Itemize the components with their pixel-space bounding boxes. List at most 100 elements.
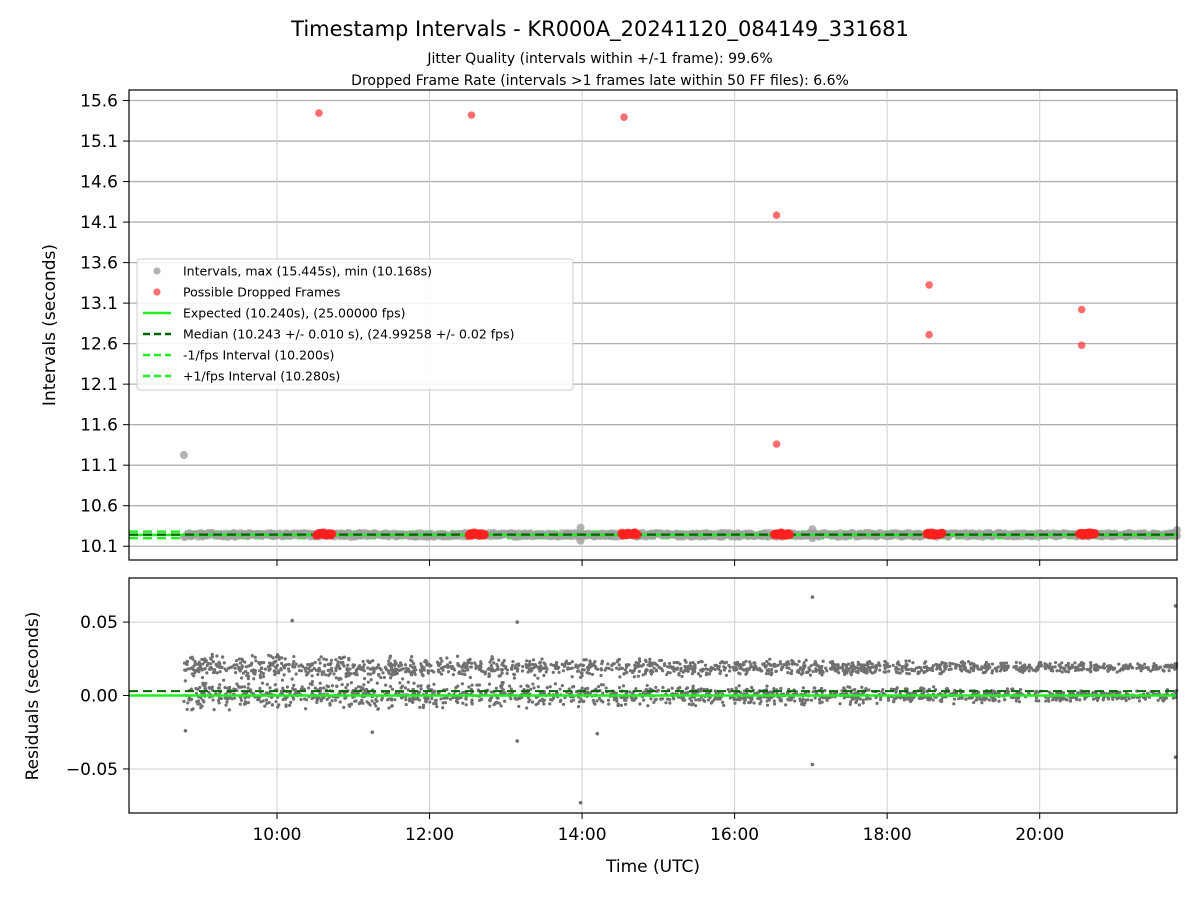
residual-point [795,663,799,667]
residual-point [593,702,597,706]
residual-point [1057,696,1061,700]
residual-point [1156,698,1160,702]
residual-point [451,673,455,677]
residual-point [283,657,287,661]
residual-point [803,701,807,705]
residual-point [473,661,477,665]
residual-point [896,671,900,675]
residual-point [224,703,228,707]
residual-point [419,684,423,688]
residual-point [267,700,271,705]
residual-point [349,681,353,685]
residual-point [259,666,263,670]
residual-point [211,698,215,702]
residual-point [883,670,888,674]
residual-point [1043,666,1048,671]
residual-point [849,664,853,668]
residual-point [570,666,574,670]
residual-point [448,665,452,669]
residual-point [497,701,501,705]
residual-point [477,667,482,671]
residual-point [834,668,839,672]
residual-point [542,661,546,665]
residual-point [332,672,336,676]
residual-point [340,683,344,687]
residual-point [446,663,450,667]
residual-point [253,655,257,659]
residual-point [330,684,334,688]
residual-point [346,683,350,687]
residual-point [789,671,793,676]
residual-point [1060,695,1064,700]
residual-point [1162,669,1166,673]
residual-point [333,698,338,702]
residual-point [1064,698,1068,702]
residual-point [377,672,381,677]
residual-point [699,687,703,691]
residual-point [765,684,769,688]
residual-point [1037,699,1041,703]
residual-point [479,662,483,666]
residual-point [1078,698,1082,702]
residual-point [856,669,860,674]
residual-point [580,686,584,690]
residual-point [816,668,821,672]
residual-point [576,705,581,709]
residual-point [903,687,907,691]
residual-point [1050,665,1055,669]
residual-point [1027,669,1031,673]
residual-point [617,667,621,671]
residual-point [238,661,242,665]
residual-point [744,659,748,664]
residual-point [182,661,187,665]
residual-point [854,700,858,705]
residual-point [648,657,652,661]
dropped-frame-point [785,530,795,540]
residual-point [469,665,473,669]
residual-point [829,691,833,696]
residual-point [215,664,220,668]
residual-point [490,669,495,673]
residual-point [801,671,805,675]
residual-point [419,662,423,666]
residual-point [488,660,492,664]
residual-point [1053,665,1057,669]
residual-point [392,663,396,667]
residual-point [841,666,845,670]
residual-point [797,670,801,675]
residual-point [616,658,620,662]
residual-point [1096,668,1100,672]
residual-point [209,657,213,661]
residual-point [649,672,654,676]
residual-point [790,669,794,673]
residual-point [1137,699,1142,703]
residual-point [1124,698,1128,703]
residual-point [983,663,987,667]
residual-point [1167,669,1171,673]
residual-point [203,657,207,661]
residual-point [732,668,736,672]
residual-point [291,697,296,701]
residual-point [748,660,752,664]
residual-point [393,672,397,676]
residual-point [1035,665,1039,670]
residual-point [384,683,388,687]
residual-point [688,661,693,665]
residual-point [320,671,324,675]
legend-entry-0-label: Intervals, max (15.445s), min (10.168s) [183,264,432,279]
residual-point [779,668,783,672]
residual-point [919,668,924,672]
residual-point [503,699,507,703]
residual-point [851,661,855,665]
residual-point [542,673,546,678]
residual-point [388,684,393,689]
residual-point [1074,665,1078,669]
residual-point [260,681,265,685]
residual-point [1043,662,1047,666]
residual-point [633,665,637,669]
residual-point [898,691,902,695]
residual-point [304,673,309,677]
residual-point [697,697,701,702]
residual-point [439,656,443,661]
residual-point [691,667,695,671]
